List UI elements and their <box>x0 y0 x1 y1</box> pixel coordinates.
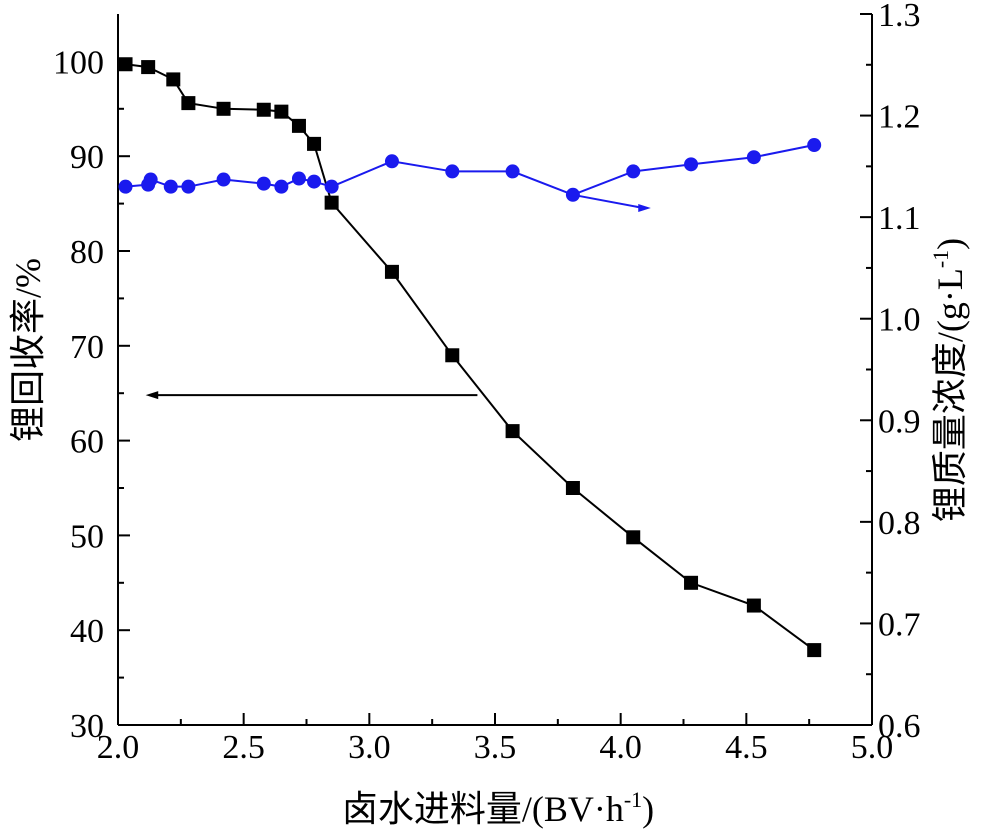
series-1-point <box>807 643 822 658</box>
x-tick-label: 3.5 <box>474 729 517 766</box>
series-1-point <box>565 481 580 495</box>
right-axis-arrowhead <box>638 204 651 213</box>
y-right-tick-label: 0.6 <box>878 708 921 745</box>
y-right-tick-label: 0.8 <box>878 505 921 542</box>
series-2-point <box>291 171 306 186</box>
y-right-tick-label: 0.9 <box>878 403 921 440</box>
series-1-point <box>684 575 699 590</box>
series-2-point <box>384 154 399 169</box>
y-left-tick-label: 80 <box>70 234 104 271</box>
y-left-tick-label: 50 <box>70 518 104 555</box>
annotation-layer <box>145 193 651 400</box>
y-left-tick-label: 40 <box>70 613 104 650</box>
series-1-point <box>118 57 133 72</box>
series-2-point <box>684 157 699 172</box>
x-tick-label: 4.0 <box>599 729 642 766</box>
series-1-line <box>125 63 815 651</box>
series-2-point <box>324 179 339 194</box>
series-2-line <box>125 144 815 196</box>
y-left-tick-label: 90 <box>70 139 104 176</box>
y-left-tick-label: 70 <box>70 329 104 366</box>
y-right-tick-label: 1.1 <box>878 200 921 237</box>
series-2-point <box>746 150 761 165</box>
x-tick-label: 4.5 <box>725 729 768 766</box>
series-1-point <box>746 598 761 613</box>
right-axis-arrow-shaft <box>572 193 644 209</box>
y-left-tick-label: 100 <box>53 44 104 81</box>
series-2-point <box>181 179 196 194</box>
series-1-point <box>256 102 271 117</box>
series-1-point <box>291 118 306 133</box>
y-right-axis-title: 锂质量浓度/(g·L-1) <box>928 238 970 522</box>
y-right-tick-label: 1.3 <box>878 0 921 34</box>
axes: 2.0 2.5 3.0 3.5 4.0 4.5 5.0 30 40 50 60 70 80 90 100 0.… <box>53 0 921 766</box>
series-2-point <box>256 176 271 191</box>
series-layer <box>118 57 822 658</box>
series-2-point <box>118 179 133 194</box>
y-left-tick-label: 60 <box>70 424 104 461</box>
series-1-point <box>307 136 322 151</box>
x-tick-label: 3.0 <box>348 729 391 766</box>
series-1-point <box>216 101 231 116</box>
series-2-point <box>163 179 178 194</box>
series-2-point <box>274 179 289 194</box>
series-2-point <box>626 164 641 179</box>
y-left-axis-title: 锂回收率/% <box>8 258 48 442</box>
x-tick-label: 2.5 <box>222 729 265 766</box>
y-left-tick-label: 30 <box>70 708 104 745</box>
series-1-point <box>181 96 196 111</box>
series-1-point <box>324 195 339 210</box>
series-1-point <box>505 424 520 439</box>
y-right-tick-label: 0.7 <box>878 606 921 643</box>
series-2-point <box>307 174 322 189</box>
series-2-point <box>216 172 231 187</box>
series-1-point <box>384 264 399 279</box>
x-axis-title: 卤水进料量/(BV·h-1) <box>342 787 654 829</box>
y-right-tick-label: 1.0 <box>878 302 921 339</box>
left-axis-arrowhead <box>145 391 159 400</box>
series-1-point <box>626 530 641 545</box>
series-1-point <box>141 60 156 75</box>
series-2-point <box>143 172 158 187</box>
series-1-point <box>274 104 289 119</box>
series-1-point <box>166 72 181 87</box>
series-2-point <box>807 138 822 153</box>
y-right-tick-label: 1.2 <box>878 99 921 136</box>
series-2-point <box>505 164 520 179</box>
x-tick-label: 2.0 <box>97 729 140 766</box>
series-2-point <box>445 164 460 179</box>
series-1-point <box>445 348 460 363</box>
x-tick-label: 5.0 <box>851 729 894 766</box>
